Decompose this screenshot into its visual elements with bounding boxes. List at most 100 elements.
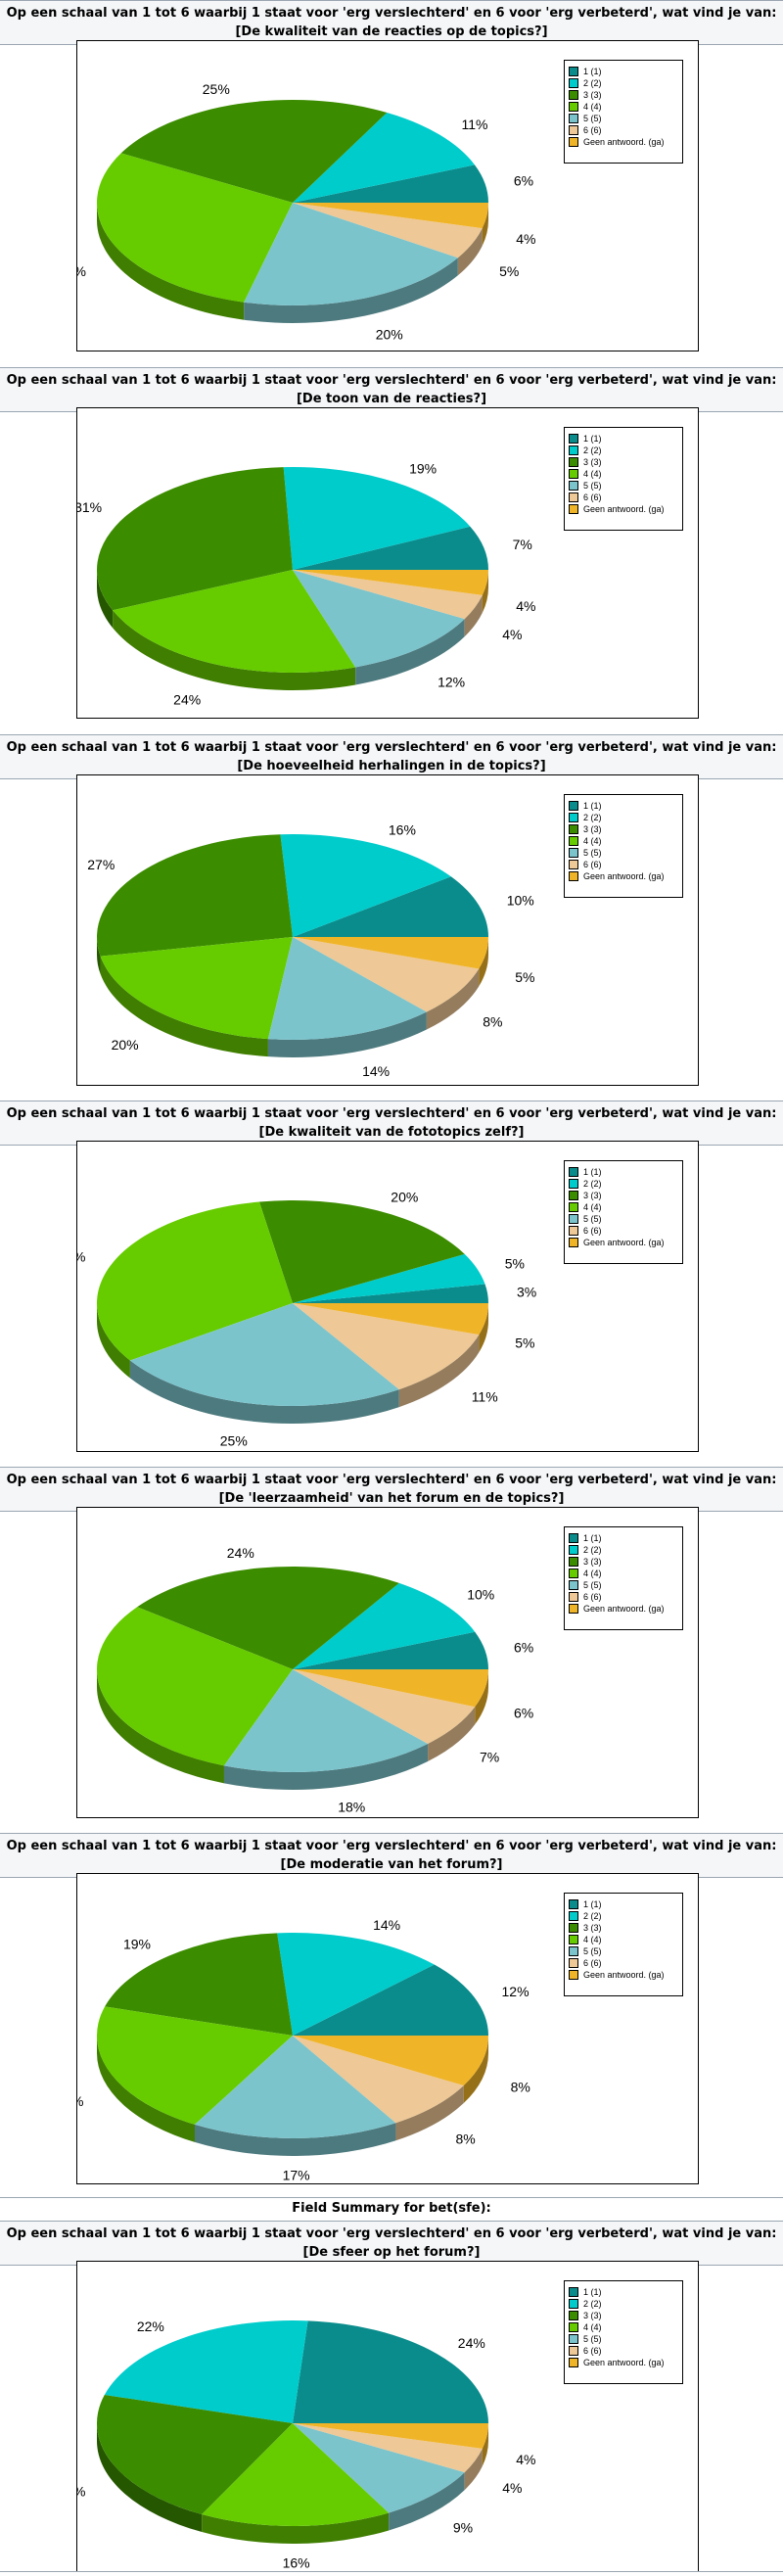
pie-slice-side [97,937,101,974]
legend-entry: 3 (3) [569,823,682,835]
pie-slice [280,834,451,937]
legend-label: 5 (5) [583,1946,602,1956]
legend-label: 1 (1) [583,801,602,811]
legend-label: Geen antwoord. (ga) [583,1604,665,1614]
pie-slice [100,937,294,1040]
question-header: Op een schaal van 1 tot 6 waarbij 1 staa… [0,2221,783,2266]
pie-slice-side [475,1669,488,1725]
legend-swatch [569,1214,578,1224]
slice-percent-label: 5% [505,1256,525,1272]
legend-swatch [569,137,578,147]
legend-swatch [569,836,578,846]
slice-percent-label: 9% [453,2520,473,2536]
question-section: Op een schaal van 1 tot 6 waarbij 1 staa… [0,2221,783,2572]
legend-label: 6 (6) [583,2346,602,2356]
legend-entry: 1 (1) [569,1898,682,1910]
pie-slice-side [97,570,114,629]
slice-percent-label: 24% [173,691,201,707]
pie-slice-side [482,203,488,247]
legend-label: Geen antwoord. (ga) [583,137,665,147]
bottom-divider [0,2571,783,2572]
legend-swatch [569,860,578,869]
slice-percent-label: 6% [514,1705,533,1720]
slice-percent-label: 4% [516,231,535,247]
legend-entry: 5 (5) [569,480,682,492]
legend-entry: Geen antwoord. (ga) [569,2357,682,2368]
pie-slice [293,164,488,203]
pie-chart: 10% 16% 27% 20% 14% 8% 5% 1 (1) 2 (2) 3 (3) 4 (4) 5… [76,774,699,1086]
legend-swatch [569,1911,578,1921]
pie-slice [293,937,480,1012]
legend-entry: 5 (5) [569,1945,682,1957]
legend-entry: 4 (4) [569,835,682,847]
slice-percent-label: 7% [513,537,532,552]
legend-swatch [569,78,578,88]
slice-percent-label: 8% [511,2079,530,2094]
legend-label: Geen antwoord. (ga) [583,2358,665,2367]
legend-label: 6 (6) [583,1226,602,1236]
pie-slice [120,100,388,203]
legend-entry: Geen antwoord. (ga) [569,870,682,882]
legend-entry: 5 (5) [569,113,682,124]
slice-percent-label: 20% [391,1189,418,1204]
pie-slice-side [389,2472,465,2531]
pie-slice [293,2036,488,2086]
chart-legend: 1 (1) 2 (2) 3 (3) 4 (4) 5 (5) 6 (6) Geen antwo… [564,794,683,898]
slice-percent-label: 19% [409,461,437,477]
slice-percent-label: 12% [438,674,465,689]
pie-slice-side [97,203,245,320]
legend-entry: Geen antwoord. (ga) [569,1969,682,1981]
pie-chart-svg: 10% 16% 27% 20% 14% 8% 5% [87,822,534,1079]
legend-swatch [569,1935,578,1944]
legend-label: 2 (2) [583,813,602,822]
legend-swatch [569,2311,578,2320]
legend-entry: 4 (4) [569,101,682,113]
pie-slice [97,2394,293,2515]
legend-swatch [569,457,578,467]
legend-label: 3 (3) [583,1923,602,1933]
legend-entry: 2 (2) [569,2298,682,2310]
legend-entry: Geen antwoord. (ga) [569,136,682,148]
legend-entry: 1 (1) [569,433,682,445]
pie-chart-svg: 6%10%24%30%18%7%6% [96,1545,533,1814]
pie-slice [277,1933,435,2036]
pie-slice-side [244,258,458,323]
question-text: Op een schaal van 1 tot 6 waarbij 1 staa… [6,373,777,388]
slice-percent-label: 4% [516,2452,535,2467]
pie-slice-side [463,2036,488,2104]
legend-label: 6 (6) [583,860,602,869]
pie-slice [293,203,488,229]
pie-slice [293,2423,488,2449]
slice-percent-label: 5% [515,969,534,985]
legend-label: 5 (5) [583,848,602,858]
pie-chart: 6% 11% 25% 29% 20% 5% 4% 1 (1) 2 (2) 3 (3) 4 (4) 5 … [76,40,699,351]
chart-legend: 1 (1) 2 (2) 3 (3) 4 (4) 5 (5) 6 (6) Geen antwo… [564,427,683,531]
question-subject: [De 'leerzaamheid' van het forum en de t… [218,1491,565,1506]
question-section: Op een schaal van 1 tot 6 waarbij 1 staa… [0,367,783,719]
pie-slice [293,112,475,203]
pie-slice [113,570,356,673]
slice-percent-label: 3% [517,1285,536,1300]
pie-slice [293,1669,476,1744]
legend-swatch [569,2358,578,2367]
question-section: Op een schaal van 1 tot 6 waarbij 1 staa… [0,1833,783,2184]
pie-slice-side [464,594,483,637]
legend-swatch [569,1604,578,1614]
pie-slice [267,937,427,1040]
legend-entry: 4 (4) [569,1934,682,1945]
legend-label: 2 (2) [583,1545,602,1555]
legend-swatch [569,848,578,858]
legend-label: 6 (6) [583,125,602,135]
legend-label: 6 (6) [583,492,602,502]
legend-swatch [569,434,578,444]
chart-legend: 1 (1) 2 (2) 3 (3) 4 (4) 5 (5) 6 (6) Geen antwo… [564,1893,683,1996]
legend-swatch [569,125,578,135]
legend-entry: 4 (4) [569,2321,682,2333]
slice-percent-label: 17% [283,2168,310,2183]
question-subject: [De toon van de reacties?] [296,392,487,406]
slice-percent-label: 10% [507,893,534,909]
legend-swatch [569,1167,578,1177]
legend-entry: 3 (3) [569,456,682,468]
slice-percent-label: 21% [77,2093,84,2109]
legend-entry: 2 (2) [569,1910,682,1922]
